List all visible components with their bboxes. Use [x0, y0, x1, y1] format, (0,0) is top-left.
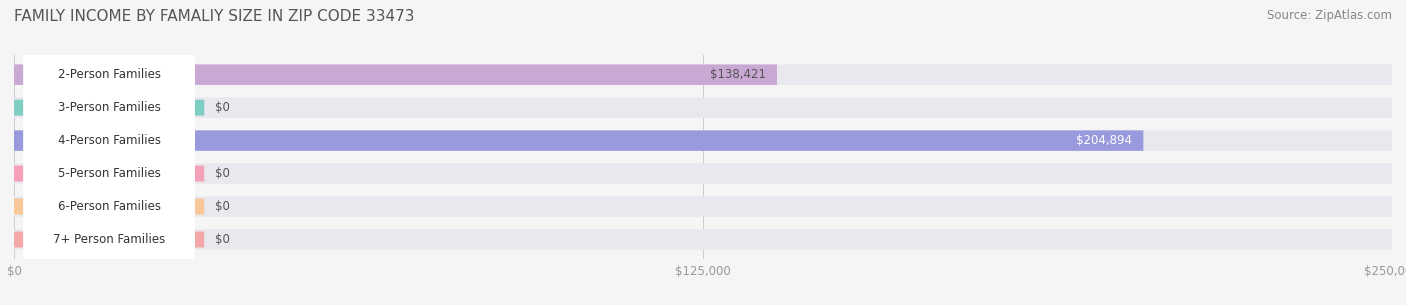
- FancyBboxPatch shape: [14, 67, 204, 83]
- Text: $0: $0: [215, 200, 231, 213]
- FancyBboxPatch shape: [14, 199, 204, 214]
- FancyBboxPatch shape: [24, 0, 194, 305]
- FancyBboxPatch shape: [14, 133, 204, 149]
- FancyBboxPatch shape: [14, 231, 204, 247]
- Text: $138,421: $138,421: [710, 68, 766, 81]
- FancyBboxPatch shape: [24, 0, 194, 305]
- FancyBboxPatch shape: [14, 64, 778, 85]
- FancyBboxPatch shape: [14, 97, 1392, 118]
- Text: $204,894: $204,894: [1077, 134, 1132, 147]
- Text: 7+ Person Families: 7+ Person Families: [53, 233, 166, 246]
- FancyBboxPatch shape: [14, 166, 204, 181]
- Text: Source: ZipAtlas.com: Source: ZipAtlas.com: [1267, 9, 1392, 22]
- Text: 3-Person Families: 3-Person Families: [58, 101, 160, 114]
- FancyBboxPatch shape: [14, 130, 1143, 151]
- FancyBboxPatch shape: [24, 0, 194, 305]
- FancyBboxPatch shape: [14, 100, 204, 116]
- FancyBboxPatch shape: [24, 0, 194, 305]
- Text: 2-Person Families: 2-Person Families: [58, 68, 160, 81]
- FancyBboxPatch shape: [24, 0, 194, 305]
- FancyBboxPatch shape: [14, 130, 1392, 151]
- FancyBboxPatch shape: [24, 0, 194, 305]
- Text: 5-Person Families: 5-Person Families: [58, 167, 160, 180]
- FancyBboxPatch shape: [14, 163, 1392, 184]
- Text: $0: $0: [215, 233, 231, 246]
- Text: 6-Person Families: 6-Person Families: [58, 200, 160, 213]
- FancyBboxPatch shape: [14, 64, 1392, 85]
- Text: $0: $0: [215, 167, 231, 180]
- FancyBboxPatch shape: [14, 229, 1392, 250]
- Text: FAMILY INCOME BY FAMALIY SIZE IN ZIP CODE 33473: FAMILY INCOME BY FAMALIY SIZE IN ZIP COD…: [14, 9, 415, 24]
- Text: 4-Person Families: 4-Person Families: [58, 134, 160, 147]
- Text: $0: $0: [215, 101, 231, 114]
- FancyBboxPatch shape: [14, 196, 1392, 217]
